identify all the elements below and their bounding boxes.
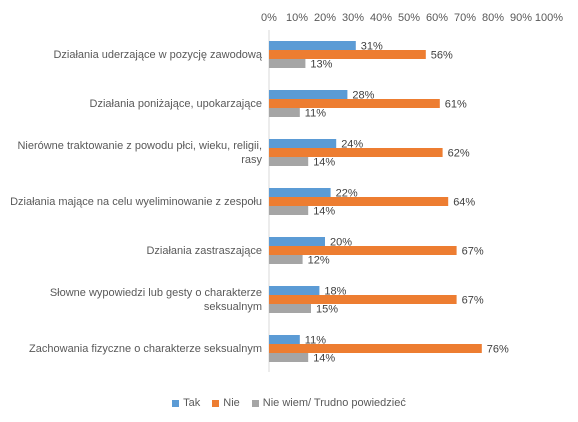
category-label: Działania mające na celu wyeliminowanie … [10,195,262,208]
x-tick-label: 10% [285,12,309,24]
bar [269,41,356,50]
bar-value-label: 64% [453,197,475,209]
bar [269,246,457,255]
bar [269,286,320,295]
bar [269,335,300,344]
bar-value-label: 11% [305,335,326,347]
bar [269,353,309,362]
value-labels-group: 31%56%13%28%61%11%24%62%14%22%64%14%20%6… [305,41,509,365]
bar [269,237,325,246]
legend-swatch [172,399,180,407]
x-tick-label: 100% [534,12,564,24]
bar [269,90,348,99]
bar-value-label: 56% [431,50,453,62]
legend: Tak Nie Nie wiem/ Trudno powiedzieć [0,397,578,409]
bar [269,344,482,353]
bar-value-label: 31% [361,41,383,53]
bar [269,139,337,148]
bar [269,99,440,108]
bar [269,108,300,117]
x-tick-label: 90% [509,12,533,24]
bar-value-label: 12% [308,255,330,267]
bar-value-label: 11% [305,108,326,120]
category-label: Działania poniżające, upokarzające [89,97,262,110]
bar [269,59,306,68]
bar [269,295,457,304]
bar [269,188,331,197]
bar [269,255,303,264]
bar-value-label: 76% [487,344,509,356]
bar-value-label: 14% [313,206,335,218]
category-label: Zachowania fizyczne o charakterze seksua… [29,342,262,355]
category-label: Działania uderzające w pozycję zawodową [53,48,262,61]
x-tick-label: 70% [453,12,477,24]
bar [269,50,426,59]
x-tick-label: 50% [397,12,421,24]
category-label: Działania zastraszające [146,244,262,257]
bar-value-label: 24% [341,139,363,151]
bar-value-label: 22% [336,188,358,200]
category-label: Słowne wypowiedzi lub gesty o charakterz… [49,286,262,313]
bar-value-label: 13% [310,59,332,71]
legend-label: Nie wiem/ Trudno powiedzieć [262,397,406,409]
bar-value-label: 61% [445,99,467,111]
legend-label: Tak [183,397,201,409]
legend-item: Nie wiem/ Trudno powiedzieć [251,397,406,409]
bar-value-label: 20% [330,237,352,249]
x-tick-label: 40% [369,12,393,24]
x-tick-label: 60% [425,12,449,24]
bar-value-label: 14% [313,353,335,365]
bar-value-label: 18% [324,286,346,298]
category-label: Nierówne traktowanie z powodu płci, wiek… [17,139,262,166]
bars-group [269,41,482,362]
bar-value-label: 67% [462,246,484,258]
legend-swatch [212,399,220,407]
bar [269,304,311,313]
legend-item: Nie [212,397,240,409]
bar-value-label: 14% [313,157,335,169]
legend-label: Nie [223,397,240,409]
x-tick-label: 30% [341,12,365,24]
bar [269,148,443,157]
legend-swatch [251,399,259,407]
bar [269,197,449,206]
bar-value-label: 67% [462,295,484,307]
x-tick-label: 0% [261,12,277,24]
bar-value-label: 15% [316,304,338,316]
bar [269,157,309,166]
legend-item: Tak [172,397,200,409]
bar [269,206,309,215]
x-tick-label: 20% [313,12,337,24]
bar-value-label: 28% [352,90,374,102]
x-tick-label: 80% [481,12,505,24]
bar-value-label: 62% [448,148,470,160]
